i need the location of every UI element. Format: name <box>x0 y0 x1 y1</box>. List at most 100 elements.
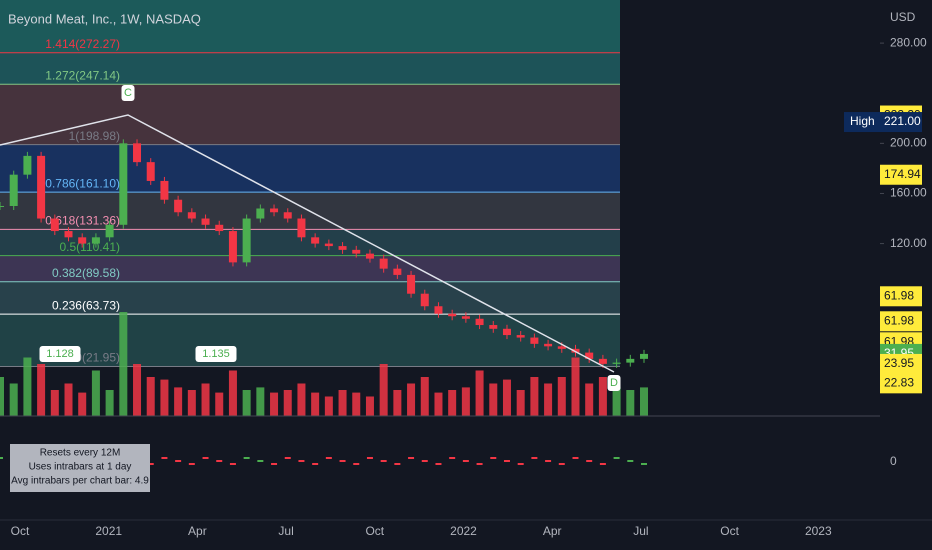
y-tick-label: 120.00 <box>890 236 927 250</box>
volume-bar <box>324 396 333 416</box>
volume-bar <box>283 390 292 416</box>
volume-bar <box>311 392 320 416</box>
pattern-label-text: D <box>610 377 618 389</box>
indicator-dot <box>325 457 332 459</box>
candle-body <box>146 162 155 181</box>
candle-body <box>91 237 100 244</box>
fib-label: 1.414(272.27) <box>45 37 120 51</box>
candle-body <box>598 358 607 364</box>
volume-bar <box>242 390 251 416</box>
plot: 1.414(272.27) 1.272(247.14) 1(198.98) 0.786… <box>0 0 648 465</box>
candle-body <box>201 218 210 225</box>
candle-body <box>475 318 484 326</box>
candle-body <box>256 208 265 219</box>
candle-body <box>352 249 361 254</box>
volume-bar <box>598 377 607 416</box>
volume-bar <box>393 390 402 416</box>
info-line: Resets every 12M <box>40 448 121 459</box>
volume-bar <box>365 396 374 416</box>
candle-body <box>338 246 347 250</box>
fib-band <box>0 52 620 85</box>
volume-bar <box>133 364 142 416</box>
pattern-label-box <box>607 375 621 391</box>
indicator-dot <box>312 463 319 465</box>
price-tag-label: 22.83 <box>884 376 914 390</box>
candle-body <box>50 218 59 232</box>
candle-body <box>283 212 292 219</box>
price-tag <box>880 353 922 374</box>
volume-bar <box>174 387 183 416</box>
volume-bar <box>516 390 525 416</box>
high-tag-label: 221.00 <box>884 114 921 128</box>
indicator-dot <box>243 457 250 459</box>
volume-bar <box>338 390 347 416</box>
candle-body <box>105 224 114 238</box>
volume-bar <box>78 392 87 416</box>
candle-body <box>311 237 320 244</box>
volume-bar <box>585 383 594 416</box>
volume-bar <box>215 392 224 416</box>
indicator-dot <box>558 463 565 465</box>
candle-body <box>64 231 73 238</box>
indicator-dot <box>586 460 593 462</box>
time-label: Oct <box>11 524 30 538</box>
volume-bar <box>571 357 580 416</box>
candle-body <box>242 218 251 263</box>
price-tag <box>880 286 922 307</box>
pattern-label-box <box>121 85 135 101</box>
candle-body <box>187 212 196 219</box>
candle-body <box>640 353 648 359</box>
indicator-dot <box>229 463 236 465</box>
price-tag-label: 61.98 <box>884 288 914 302</box>
fib-band <box>0 229 620 256</box>
candle-body <box>530 337 539 344</box>
candle-body <box>9 174 18 206</box>
volume-bar <box>50 390 59 416</box>
fib-band <box>0 255 620 282</box>
volume-bar <box>91 370 100 416</box>
price-tag-label: 61.98 <box>884 313 914 327</box>
pattern-label: 1.135 <box>195 346 237 362</box>
time-label: 2023 <box>805 524 832 538</box>
info-box <box>10 444 150 492</box>
volume-bar <box>420 377 429 416</box>
indicator-dot <box>175 460 182 462</box>
volume-bar <box>146 377 155 416</box>
fib-label: 0.618(131.36) <box>45 214 120 228</box>
indicator-dot <box>339 460 346 462</box>
volume-bar <box>201 383 210 416</box>
indicator-dot <box>380 460 387 462</box>
candle-body <box>393 268 402 275</box>
candle-body <box>557 346 566 349</box>
time-label: Oct <box>365 524 384 538</box>
candle-body <box>270 208 279 213</box>
candle-body <box>407 274 416 294</box>
time-label: Jul <box>278 524 293 538</box>
time-label: Oct <box>720 524 739 538</box>
volume-bar <box>407 383 416 416</box>
volume-bar <box>23 357 32 416</box>
high-tag <box>844 112 922 133</box>
indicator-dot <box>449 457 456 459</box>
pattern-label-box <box>195 346 237 362</box>
time-label: 2022 <box>450 524 477 538</box>
fib-label: 0.382(89.58) <box>52 266 120 280</box>
fib-band <box>0 281 620 315</box>
indicator-dot <box>271 463 278 465</box>
volume-bar <box>9 383 18 416</box>
volume-bar <box>297 383 306 416</box>
indicator-dot <box>503 460 510 462</box>
indicator-dot <box>435 463 442 465</box>
volume-bar <box>475 370 484 416</box>
candle-body <box>133 143 142 163</box>
candle-body <box>297 218 306 238</box>
indicator-dot <box>613 457 620 459</box>
currency: USD <box>890 10 916 24</box>
volume-bar <box>64 383 73 416</box>
price-tag <box>880 373 922 394</box>
volume-bar <box>379 364 388 416</box>
pattern-label-box <box>39 346 81 362</box>
info-line: Uses intrabars at 1 day <box>29 462 132 473</box>
indicator-dot <box>490 457 497 459</box>
